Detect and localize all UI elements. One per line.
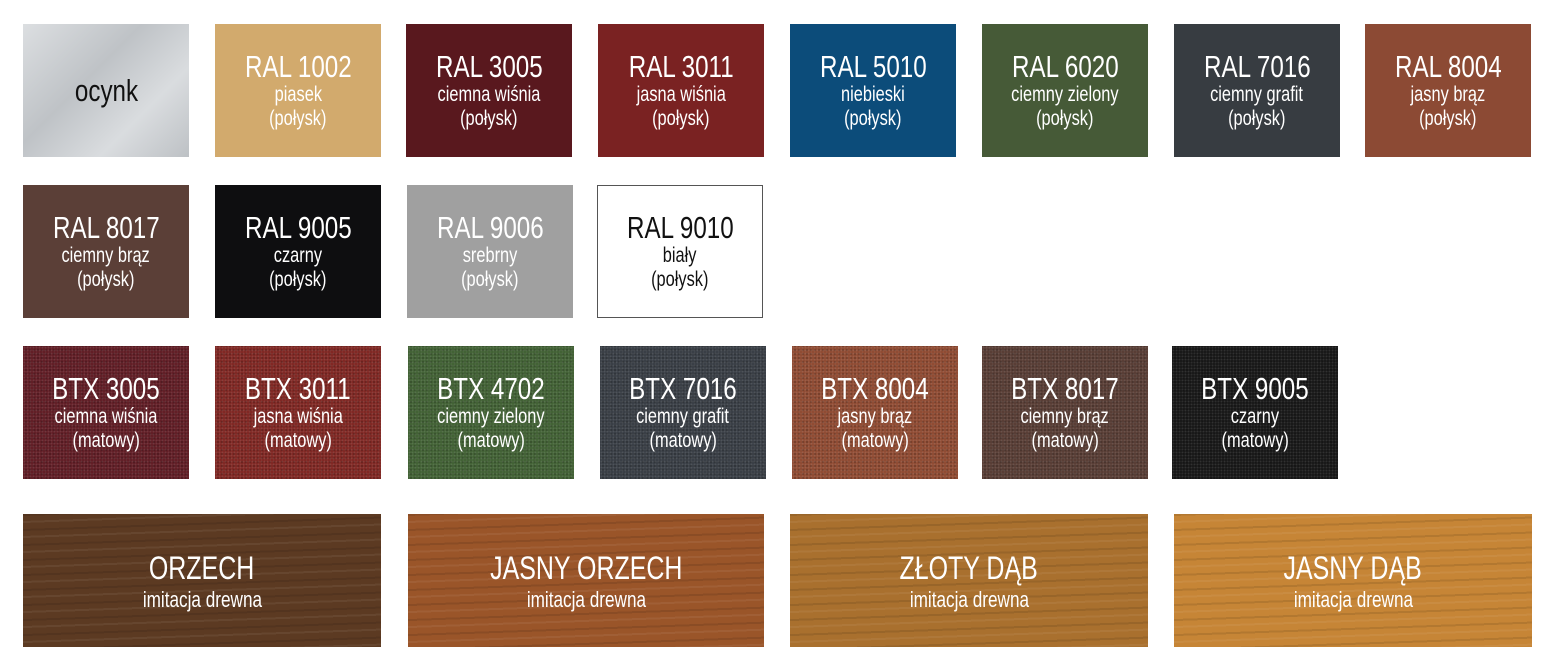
- color-swatch: JASNY ORZECH imitacja drewna: [408, 514, 764, 647]
- swatch-finish: (matowy): [649, 429, 717, 452]
- swatch-description: jasna wiśnia: [636, 83, 726, 106]
- swatch-title: BTX 4702: [437, 371, 545, 406]
- color-swatch: BTX 8004 jasny brąz (matowy): [792, 346, 958, 479]
- color-swatch: BTX 3011 jasna wiśnia (matowy): [215, 346, 381, 479]
- color-swatch: BTX 9005 czarny (matowy): [1172, 346, 1338, 479]
- color-swatch: RAL 9010 biały (połysk): [597, 185, 763, 318]
- color-swatch: RAL 7016 ciemny grafit (połysk): [1174, 24, 1340, 157]
- swatch-title: RAL 5010: [819, 49, 927, 84]
- swatch-description: ciemny zielony: [437, 405, 545, 428]
- swatch-finish: (połysk): [1419, 107, 1477, 130]
- swatch-title: ORZECH: [149, 549, 255, 586]
- swatch-title: ocynk: [74, 73, 138, 108]
- swatch-description: ciemny grafit: [636, 405, 730, 428]
- swatch-description: srebrny: [462, 244, 518, 267]
- color-swatch: RAL 1002 piasek (połysk): [215, 24, 381, 157]
- color-swatch: ZŁOTY DĄB imitacja drewna: [790, 514, 1148, 647]
- swatch-finish: (połysk): [652, 107, 710, 130]
- swatch-title: BTX 7016: [629, 371, 737, 406]
- swatch-description: jasny brąz: [837, 405, 913, 428]
- color-swatch: RAL 8004 jasny brąz (połysk): [1365, 24, 1531, 157]
- swatch-description: ciemna wiśnia: [54, 405, 158, 428]
- color-swatch: RAL 9006 srebrny (połysk): [407, 185, 573, 318]
- swatch-finish: (połysk): [1228, 107, 1286, 130]
- swatch-finish: (połysk): [844, 107, 902, 130]
- color-swatch: BTX 4702 ciemny zielony (matowy): [408, 346, 574, 479]
- swatch-title: RAL 3011: [628, 49, 734, 84]
- swatch-finish: (matowy): [264, 429, 332, 452]
- swatch-title: RAL 6020: [1011, 49, 1119, 84]
- swatch-finish: (połysk): [269, 107, 327, 130]
- swatch-description: ciemny zielony: [1011, 83, 1119, 106]
- swatch-title: JASNY DĄB: [1283, 549, 1423, 586]
- swatch-title: RAL 8017: [52, 210, 160, 245]
- swatch-title: RAL 9010: [626, 210, 734, 245]
- swatch-finish: (połysk): [1036, 107, 1094, 130]
- swatch-title: BTX 3005: [52, 371, 160, 406]
- swatch-finish: (matowy): [72, 429, 140, 452]
- swatch-description: piasek: [274, 83, 322, 106]
- swatch-title: BTX 8017: [1011, 371, 1119, 406]
- swatch-description: jasna wiśnia: [253, 405, 343, 428]
- swatch-description: ciemny brąz: [1020, 405, 1110, 428]
- swatch-description: imitacja drewna: [526, 586, 646, 612]
- swatch-finish: (matowy): [457, 429, 525, 452]
- swatch-description: imitacja drewna: [909, 586, 1029, 612]
- swatch-description: ciemny grafit: [1210, 83, 1304, 106]
- swatch-description: czarny: [273, 244, 323, 267]
- color-swatch: RAL 3005 ciemna wiśnia (połysk): [406, 24, 572, 157]
- color-swatch: RAL 6020 ciemny zielony (połysk): [982, 24, 1148, 157]
- swatch-title: RAL 7016: [1203, 49, 1311, 84]
- swatch-title: BTX 8004: [821, 371, 929, 406]
- swatch-finish: (połysk): [269, 268, 327, 291]
- color-swatch: RAL 9005 czarny (połysk): [215, 185, 381, 318]
- color-swatch: BTX 8017 ciemny brąz (matowy): [982, 346, 1148, 479]
- swatch-finish: (matowy): [1221, 429, 1289, 452]
- swatch-title: RAL 9006: [436, 210, 544, 245]
- swatch-description: niebieski: [841, 83, 905, 106]
- color-swatch: RAL 5010 niebieski (połysk): [790, 24, 956, 157]
- swatch-finish: (połysk): [77, 268, 135, 291]
- swatch-description: biały: [663, 244, 697, 267]
- swatch-title: BTX 3011: [245, 371, 351, 406]
- swatch-description: ciemna wiśnia: [437, 83, 541, 106]
- color-swatch: JASNY DĄB imitacja drewna: [1174, 514, 1532, 647]
- swatch-finish: (połysk): [461, 268, 519, 291]
- swatch-description: imitacja drewna: [142, 586, 262, 612]
- color-swatch: BTX 3005 ciemna wiśnia (matowy): [23, 346, 189, 479]
- swatch-description: ciemny brąz: [61, 244, 151, 267]
- swatch-finish: (matowy): [841, 429, 909, 452]
- color-swatch: ORZECH imitacja drewna: [23, 514, 381, 647]
- swatch-title: RAL 9005: [244, 210, 352, 245]
- swatch-finish: (matowy): [1031, 429, 1099, 452]
- swatch-description: czarny: [1230, 405, 1280, 428]
- swatch-title: JASNY ORZECH: [489, 549, 683, 586]
- color-swatch: BTX 7016 ciemny grafit (matowy): [600, 346, 766, 479]
- swatch-description: jasny brąz: [1410, 83, 1486, 106]
- swatch-finish: (połysk): [460, 107, 518, 130]
- swatch-title: BTX 9005: [1201, 371, 1309, 406]
- color-swatch: RAL 3011 jasna wiśnia (połysk): [598, 24, 764, 157]
- swatch-finish: (połysk): [651, 268, 709, 291]
- swatch-title: RAL 1002: [244, 49, 352, 84]
- swatch-description: imitacja drewna: [1293, 586, 1413, 612]
- color-swatch: ocynk: [23, 24, 189, 157]
- swatch-title: RAL 3005: [435, 49, 543, 84]
- swatch-title: ZŁOTY DĄB: [899, 549, 1039, 586]
- swatch-title: RAL 8004: [1394, 49, 1502, 84]
- color-swatch: RAL 8017 ciemny brąz (połysk): [23, 185, 189, 318]
